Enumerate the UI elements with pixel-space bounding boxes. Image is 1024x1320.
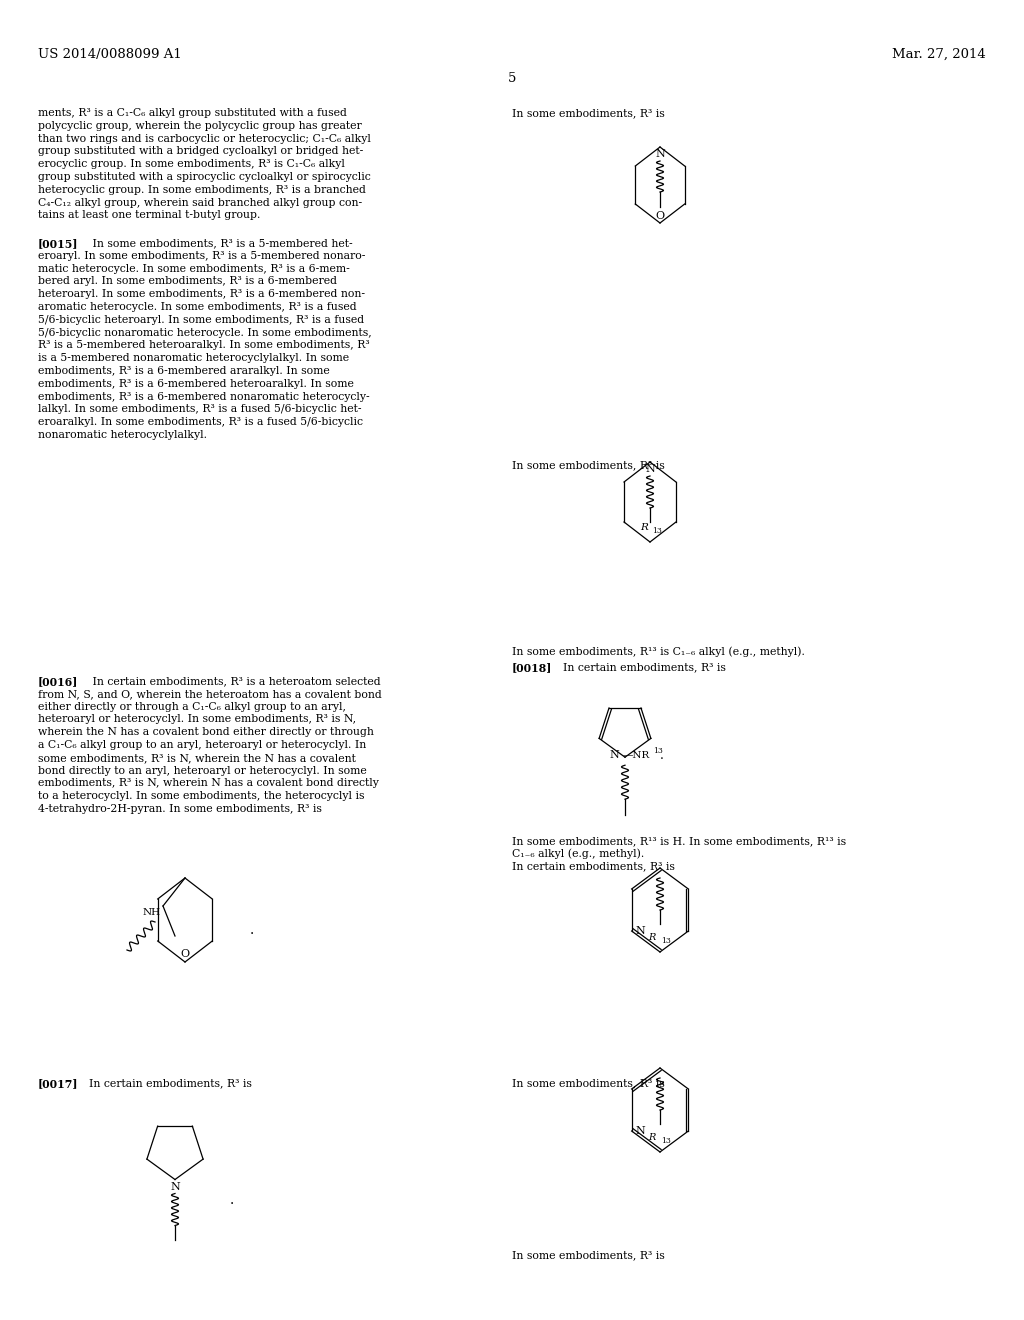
Text: heteroaryl. In some embodiments, R³ is a 6-membered non-: heteroaryl. In some embodiments, R³ is a… (38, 289, 365, 300)
Text: matic heterocycle. In some embodiments, R³ is a 6-mem-: matic heterocycle. In some embodiments, … (38, 264, 350, 273)
Text: 5/6-bicyclic nonaromatic heterocycle. In some embodiments,: 5/6-bicyclic nonaromatic heterocycle. In… (38, 327, 372, 338)
Text: embodiments, R³ is a 6-membered nonaromatic heterocycly-: embodiments, R³ is a 6-membered nonaroma… (38, 392, 370, 401)
Text: bered aryl. In some embodiments, R³ is a 6-membered: bered aryl. In some embodiments, R³ is a… (38, 276, 337, 286)
Text: tains at least one terminal t-butyl group.: tains at least one terminal t-butyl grou… (38, 210, 260, 220)
Text: embodiments, R³ is N, wherein N has a covalent bond directly: embodiments, R³ is N, wherein N has a co… (38, 779, 379, 788)
Text: In some embodiments, R³ is: In some embodiments, R³ is (512, 1078, 665, 1088)
Text: R³ is a 5-membered heteroaralkyl. In some embodiments, R³: R³ is a 5-membered heteroaralkyl. In som… (38, 341, 370, 350)
Text: erocyclic group. In some embodiments, R³ is C₁-C₆ alkyl: erocyclic group. In some embodiments, R³… (38, 160, 345, 169)
Text: C₁₋₆ alkyl (e.g., methyl).: C₁₋₆ alkyl (e.g., methyl). (512, 849, 644, 859)
Text: [0015]: [0015] (38, 238, 79, 249)
Text: 13: 13 (662, 1137, 671, 1144)
Text: 13: 13 (662, 937, 671, 945)
Text: wherein the N has a covalent bond either directly or through: wherein the N has a covalent bond either… (38, 727, 374, 737)
Text: O: O (655, 211, 665, 220)
Text: .: . (250, 923, 254, 937)
Text: to a heterocyclyl. In some embodiments, the heterocyclyl is: to a heterocyclyl. In some embodiments, … (38, 791, 365, 801)
Text: eroaryl. In some embodiments, R³ is a 5-membered nonaro-: eroaryl. In some embodiments, R³ is a 5-… (38, 251, 366, 261)
Text: 4-tetrahydro-2H-pyran. In some embodiments, R³ is: 4-tetrahydro-2H-pyran. In some embodimen… (38, 804, 322, 814)
Text: polycyclic group, wherein the polycyclic group has greater: polycyclic group, wherein the polycyclic… (38, 121, 361, 131)
Text: nonaromatic heterocyclylalkyl.: nonaromatic heterocyclylalkyl. (38, 430, 207, 440)
Text: lalkyl. In some embodiments, R³ is a fused 5/6-bicyclic het-: lalkyl. In some embodiments, R³ is a fus… (38, 404, 361, 414)
Text: [0016]: [0016] (38, 676, 79, 686)
Text: In certain embodiments, R³ is: In certain embodiments, R³ is (556, 663, 726, 672)
Text: US 2014/0088099 A1: US 2014/0088099 A1 (38, 48, 181, 61)
Text: heteroaryl or heterocyclyl. In some embodiments, R³ is N,: heteroaryl or heterocyclyl. In some embo… (38, 714, 356, 725)
Text: is a 5-membered nonaromatic heterocyclylalkyl. In some: is a 5-membered nonaromatic heterocyclyl… (38, 354, 349, 363)
Text: [0018]: [0018] (512, 663, 552, 673)
Text: N: N (645, 465, 655, 474)
Text: group substituted with a spirocyclic cycloalkyl or spirocyclic: group substituted with a spirocyclic cyc… (38, 172, 371, 182)
Text: from N, S, and O, wherein the heteroatom has a covalent bond: from N, S, and O, wherein the heteroatom… (38, 689, 382, 698)
Text: ments, R³ is a C₁-C₆ alkyl group substituted with a fused: ments, R³ is a C₁-C₆ alkyl group substit… (38, 108, 347, 117)
Text: In some embodiments, R³ is: In some embodiments, R³ is (512, 108, 665, 117)
Text: a C₁-C₆ alkyl group to an aryl, heteroaryl or heterocyclyl. In: a C₁-C₆ alkyl group to an aryl, heteroar… (38, 741, 367, 750)
Text: In some embodiments, R³ is: In some embodiments, R³ is (512, 459, 665, 470)
Text: N: N (170, 1181, 180, 1192)
Text: In some embodiments, R³ is: In some embodiments, R³ is (512, 1250, 665, 1261)
Text: .: . (660, 748, 664, 762)
Text: Mar. 27, 2014: Mar. 27, 2014 (892, 48, 986, 61)
Text: N: N (636, 927, 645, 936)
Text: either directly or through a C₁-C₆ alkyl group to an aryl,: either directly or through a C₁-C₆ alkyl… (38, 702, 346, 711)
Text: embodiments, R³ is a 6-membered araralkyl. In some: embodiments, R³ is a 6-membered araralky… (38, 366, 330, 376)
Text: eroaralkyl. In some embodiments, R³ is a fused 5/6-bicyclic: eroaralkyl. In some embodiments, R³ is a… (38, 417, 362, 428)
Text: than two rings and is carbocyclic or heterocyclic; C₁-C₆ alkyl: than two rings and is carbocyclic or het… (38, 133, 371, 144)
Text: In some embodiments, R³ is a 5-membered het-: In some embodiments, R³ is a 5-membered … (82, 238, 352, 248)
Text: [0017]: [0017] (38, 1078, 79, 1089)
Text: N: N (655, 149, 665, 158)
Text: 5: 5 (508, 73, 516, 84)
Text: 13: 13 (653, 747, 663, 755)
Text: In some embodiments, R¹³ is C₁₋₆ alkyl (e.g., methyl).: In some embodiments, R¹³ is C₁₋₆ alkyl (… (512, 645, 805, 656)
Text: R: R (648, 933, 656, 942)
Text: embodiments, R³ is a 6-membered heteroaralkyl. In some: embodiments, R³ is a 6-membered heteroar… (38, 379, 354, 389)
Text: N: N (609, 750, 618, 760)
Text: NH: NH (143, 908, 161, 917)
Text: In certain embodiments, R³ is: In certain embodiments, R³ is (82, 1078, 252, 1088)
Text: R: R (640, 524, 648, 532)
Text: 13: 13 (652, 527, 662, 535)
Text: some embodiments, R³ is N, wherein the N has a covalent: some embodiments, R³ is N, wherein the N… (38, 752, 356, 763)
Text: group substituted with a bridged cycloalkyl or bridged het-: group substituted with a bridged cycloal… (38, 147, 364, 156)
Text: bond directly to an aryl, heteroaryl or heterocyclyl. In some: bond directly to an aryl, heteroaryl or … (38, 766, 367, 776)
Text: R: R (648, 1134, 656, 1143)
Text: In some embodiments, R¹³ is H. In some embodiments, R¹³ is: In some embodiments, R¹³ is H. In some e… (512, 836, 846, 846)
Text: .: . (230, 1193, 234, 1206)
Text: In certain embodiments, R³ is: In certain embodiments, R³ is (512, 862, 675, 871)
Text: In certain embodiments, R³ is a heteroatom selected: In certain embodiments, R³ is a heteroat… (82, 676, 381, 686)
Text: N: N (636, 1126, 645, 1137)
Text: C₄-C₁₂ alkyl group, wherein said branched alkyl group con-: C₄-C₁₂ alkyl group, wherein said branche… (38, 198, 362, 207)
Text: aromatic heterocycle. In some embodiments, R³ is a fused: aromatic heterocycle. In some embodiment… (38, 302, 356, 312)
Text: —NR: —NR (623, 751, 650, 760)
Text: O: O (180, 949, 189, 960)
Text: heterocyclic group. In some embodiments, R³ is a branched: heterocyclic group. In some embodiments,… (38, 185, 366, 195)
Text: 5/6-bicyclic heteroaryl. In some embodiments, R³ is a fused: 5/6-bicyclic heteroaryl. In some embodim… (38, 314, 365, 325)
